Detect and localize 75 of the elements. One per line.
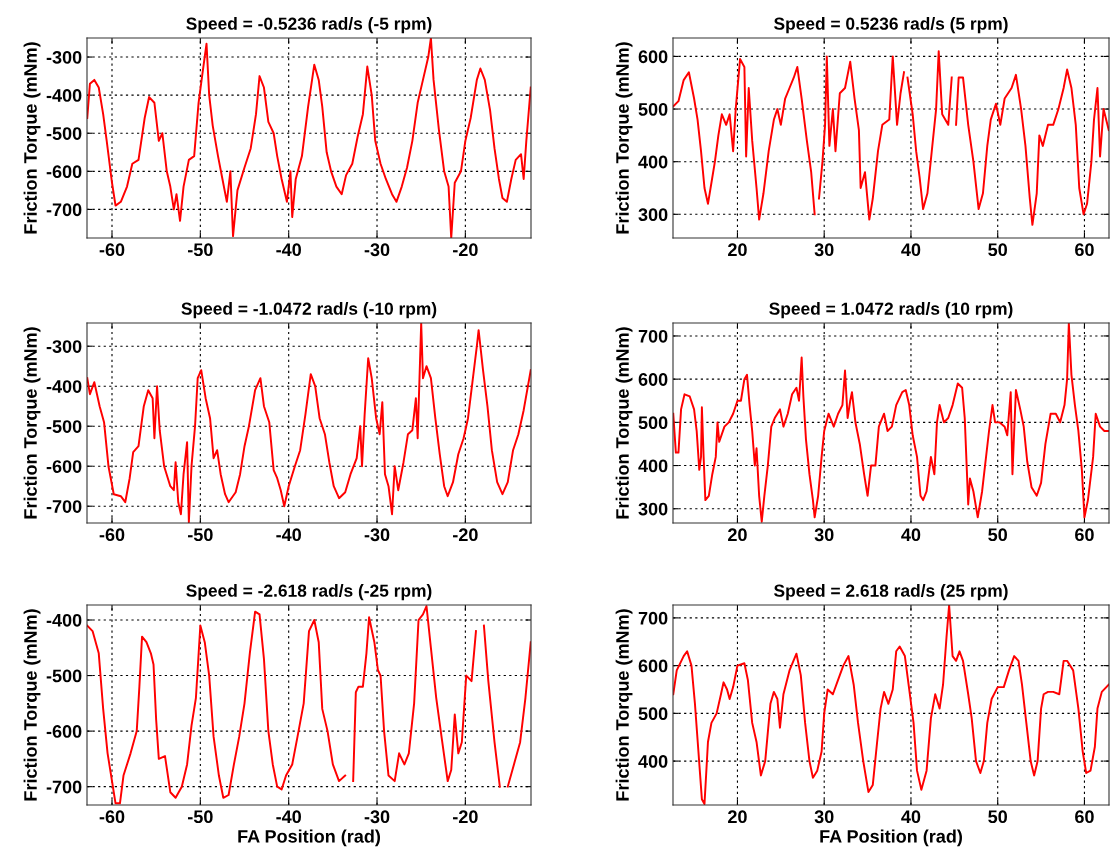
y-tick-label: -400 (46, 380, 82, 393)
y-axis-title: Friction Torque (mNm) (23, 42, 41, 234)
chart-title: Speed = 1.0472 rad/s (10 rpm) (769, 302, 1013, 319)
y-axis-title: Friction Torque (mNm) (615, 327, 633, 519)
y-tick-label: -400 (46, 89, 82, 102)
x-tick-label: 50 (988, 810, 1007, 824)
line-series (87, 38, 531, 238)
x-tick-label: 30 (814, 243, 834, 257)
x-tick-label: 20 (728, 243, 747, 257)
x-tick-label: -30 (364, 810, 390, 824)
y-tick-label: -400 (46, 613, 82, 627)
y-tick-label: -300 (46, 340, 82, 353)
x-tick-label: 30 (814, 810, 834, 824)
x-tick-label: -20 (453, 528, 478, 542)
x-tick-label: 50 (988, 243, 1007, 257)
y-tick-label: 400 (638, 755, 668, 768)
x-tick-label: -50 (188, 243, 213, 257)
x-axis-title: FA Position (rad) (238, 829, 380, 847)
y-tick-label: 700 (638, 329, 668, 343)
x-tick-label: 60 (1075, 810, 1094, 824)
x-tick-label: 20 (728, 528, 747, 542)
y-tick-label: -500 (46, 127, 82, 140)
x-tick-label: 60 (1075, 528, 1094, 542)
y-tick-label: -700 (46, 780, 82, 794)
y-axis-title: Friction Torque (mNm) (23, 327, 41, 519)
x-tick-label: -20 (453, 243, 478, 257)
x-tick-label: 40 (901, 528, 921, 542)
chart-title: Speed = -0.5236 rad/s (-5 rpm) (186, 17, 432, 34)
line-series (673, 323, 1109, 523)
line-series (673, 605, 1109, 805)
y-tick-label: -300 (46, 50, 82, 64)
y-tick-label: 500 (638, 707, 668, 721)
x-tick-label: 60 (1075, 243, 1094, 257)
y-axis-title: Friction Torque (mNm) (615, 42, 633, 234)
y-tick-label: 600 (638, 373, 668, 386)
y-axis-title: Friction Torque (mNm) (615, 609, 633, 801)
chart-title: Speed = -2.618 rad/s (-25 rpm) (186, 584, 432, 601)
y-tick-label: -700 (46, 203, 82, 217)
y-tick-label: -600 (46, 725, 82, 738)
y-tick-label: 300 (638, 502, 668, 516)
x-axis-title: FA Position (rad) (820, 829, 962, 847)
chart-title: Speed = 0.5236 rad/s (5 rpm) (774, 17, 1008, 34)
y-tick-label: 700 (638, 611, 668, 625)
x-tick-label: -50 (188, 810, 213, 824)
x-tick-label: -20 (453, 810, 478, 824)
chart-title: Speed = -1.0472 rad/s (-10 rpm) (181, 302, 437, 319)
y-tick-label: 400 (638, 459, 668, 473)
y-tick-label: 500 (638, 102, 668, 116)
x-tick-label: -60 (99, 528, 125, 542)
y-tick-label: -700 (46, 500, 82, 513)
y-tick-label: 500 (638, 416, 668, 430)
x-tick-label: -30 (364, 243, 390, 257)
y-tick-label: -500 (46, 669, 82, 683)
x-tick-label: -30 (364, 528, 390, 542)
line-series (87, 323, 531, 523)
x-tick-label: 30 (814, 528, 834, 542)
x-tick-label: 20 (728, 810, 747, 824)
y-tick-label: -500 (46, 420, 82, 433)
x-tick-label: -40 (276, 528, 301, 542)
x-tick-label: -40 (276, 810, 301, 824)
x-tick-label: 40 (901, 810, 921, 824)
y-tick-label: 400 (638, 155, 668, 169)
x-tick-label: -40 (276, 243, 301, 257)
y-tick-label: -600 (46, 460, 82, 473)
x-tick-label: 40 (901, 243, 921, 257)
y-tick-label: 600 (638, 659, 668, 673)
x-tick-label: -60 (99, 810, 125, 824)
chart-title: Speed = 2.618 rad/s (25 rpm) (774, 584, 1008, 601)
x-tick-label: -60 (99, 243, 125, 257)
y-tick-label: 600 (638, 50, 668, 64)
y-axis-title: Friction Torque (mNm) (23, 609, 41, 801)
y-tick-label: -600 (46, 165, 82, 179)
x-tick-label: 50 (988, 528, 1007, 542)
x-tick-label: -50 (188, 528, 213, 542)
y-tick-label: 300 (638, 208, 668, 222)
